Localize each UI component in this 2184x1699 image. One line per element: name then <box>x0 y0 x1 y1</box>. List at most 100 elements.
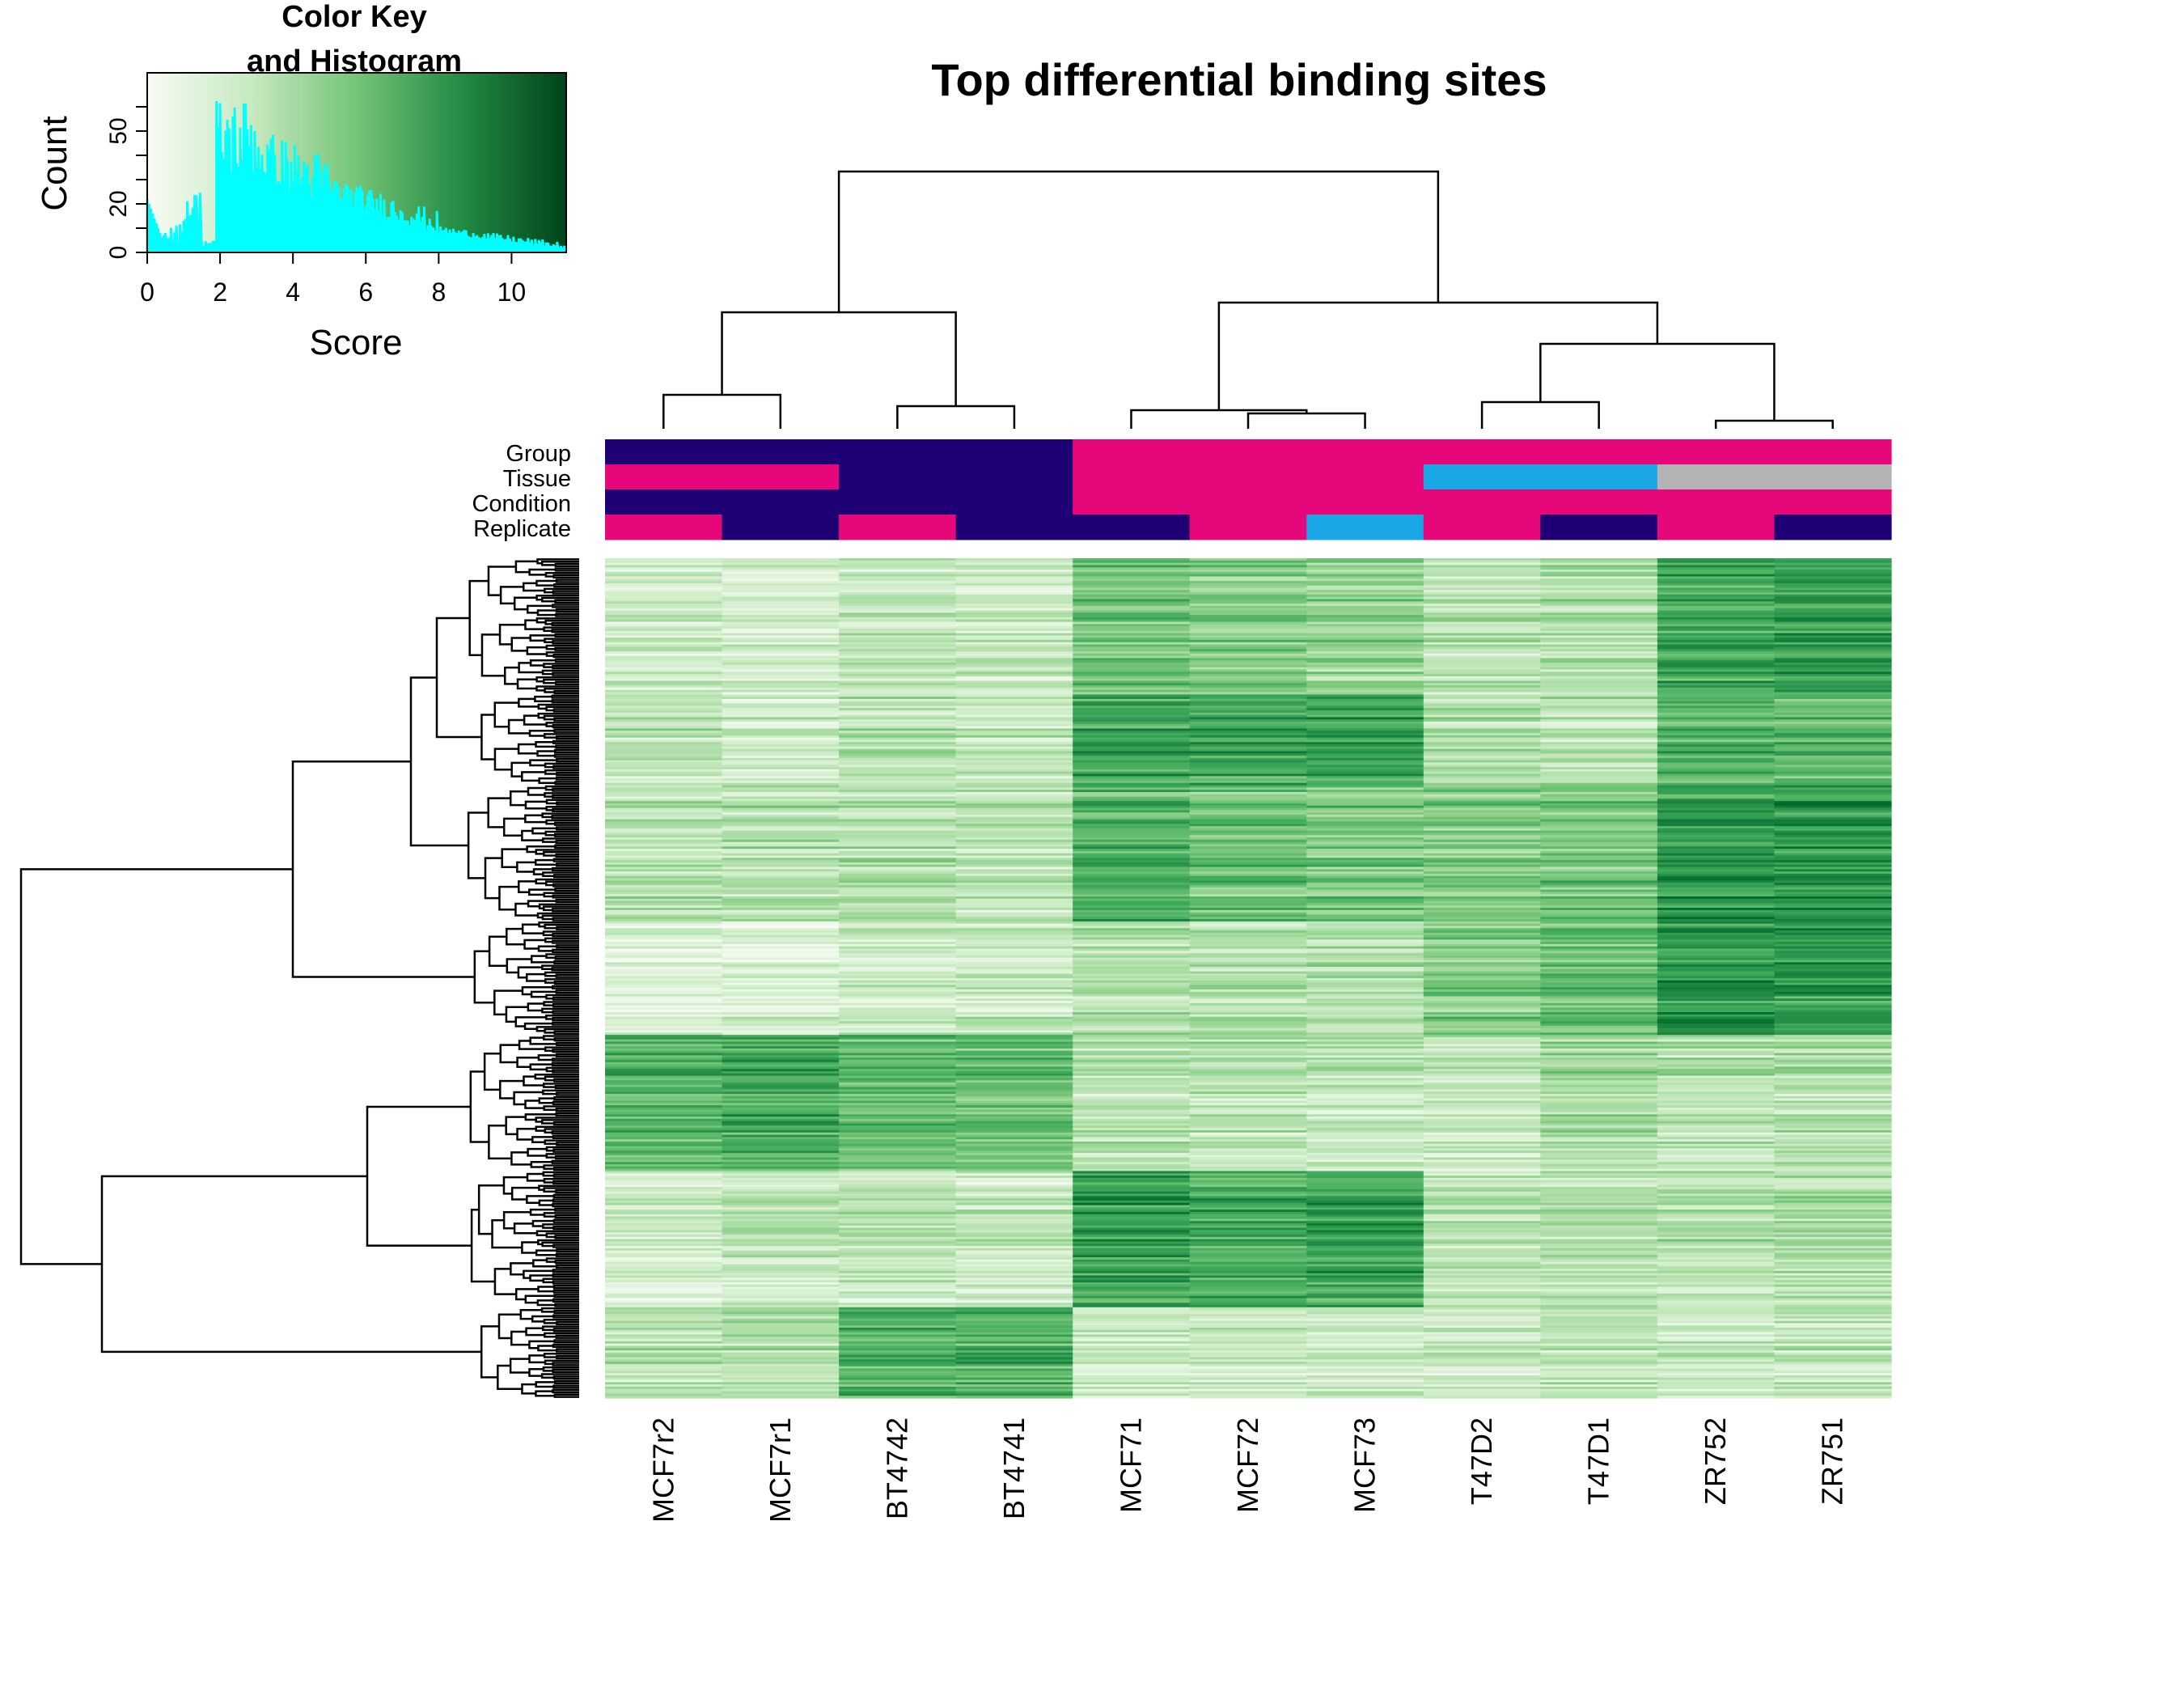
heatmap-cell <box>839 1332 957 1336</box>
heatmap-cell <box>1306 1255 1424 1258</box>
heatmap-cell <box>1774 930 1892 934</box>
heatmap-cell <box>722 884 840 888</box>
heatmap-cell <box>1657 866 1776 870</box>
heatmap-cell <box>1073 717 1191 720</box>
heatmap-cell <box>1774 1125 1892 1129</box>
heatmap-cell <box>1073 1084 1191 1088</box>
heatmap-cell <box>1189 1352 1307 1356</box>
heatmap-cell <box>1540 875 1658 879</box>
heatmap-cell <box>1657 1207 1776 1210</box>
heatmap-cell <box>839 1083 957 1086</box>
heatmap-cell <box>1657 771 1776 775</box>
heatmap-cell <box>1189 562 1307 566</box>
heatmap-cell <box>1306 1334 1424 1337</box>
heatmap-cell <box>839 989 957 993</box>
heatmap-cell <box>1657 616 1776 621</box>
heatmap-cell <box>1073 560 1191 564</box>
heatmap-cell <box>1189 1266 1307 1269</box>
heatmap-cell <box>1189 1187 1307 1190</box>
heatmap-cell <box>1657 683 1776 686</box>
heatmap-cell <box>1540 705 1658 709</box>
heatmap-cell <box>1306 615 1424 618</box>
heatmap-cell <box>722 978 840 981</box>
annotation-cell-tissue <box>839 464 957 490</box>
heatmap-cell <box>1540 624 1658 627</box>
heatmap-cell <box>1540 678 1658 682</box>
heatmap-cell <box>1657 596 1776 600</box>
heatmap-cell <box>839 928 957 931</box>
heatmap-cell <box>722 930 840 934</box>
heatmap-cell <box>605 819 723 823</box>
annotation-cell-group <box>955 439 1073 465</box>
heatmap-cell <box>1189 1064 1307 1068</box>
heatmap-cell <box>1306 1064 1424 1068</box>
heatmap-cell <box>1073 1021 1191 1024</box>
heatmap-cell <box>1540 951 1658 954</box>
heatmap-cell <box>839 780 957 784</box>
heatmap-cell <box>1189 934 1307 938</box>
heatmap-cell <box>1189 737 1307 741</box>
heatmap-cell <box>955 1128 1073 1131</box>
heatmap-cell <box>1306 932 1424 936</box>
heatmap-cell <box>1423 756 1541 759</box>
heatmap-cell <box>839 866 957 870</box>
heatmap-cell <box>1423 982 1541 986</box>
heatmap-cell <box>1306 826 1424 829</box>
heatmap-cell <box>1657 1309 1776 1312</box>
heatmap-cell <box>1189 1168 1307 1172</box>
heatmap-cell <box>955 1363 1073 1367</box>
heatmap-cell <box>605 560 723 564</box>
heatmap-cell <box>955 669 1073 672</box>
heatmap-cell <box>839 864 957 868</box>
heatmap-cell <box>955 1210 1073 1213</box>
heatmap-cell <box>722 1261 840 1265</box>
heatmap-cell <box>955 1311 1073 1315</box>
heatmap-cell <box>1306 701 1424 705</box>
heatmap-cell <box>1423 748 1541 752</box>
heatmap-cell <box>1306 917 1424 920</box>
heatmap-cell <box>1073 998 1191 1002</box>
heatmap-cell <box>1073 1248 1191 1252</box>
heatmap-cell <box>722 1143 840 1147</box>
heatmap-cell <box>1774 616 1892 621</box>
heatmap-cell <box>1189 1298 1307 1301</box>
heatmap-cell <box>1657 697 1776 700</box>
heatmap-cell <box>955 894 1073 897</box>
heatmap-cell <box>1073 1255 1191 1258</box>
heatmap-cell <box>1540 676 1658 680</box>
heatmap-cell <box>1540 596 1658 600</box>
heatmap-cell <box>1189 1139 1307 1142</box>
heatmap-cell <box>1774 955 1892 959</box>
heatmap-cell <box>722 660 840 663</box>
heatmap-cell <box>1423 628 1541 632</box>
heatmap-cell <box>605 1222 723 1227</box>
annotation-cell-replicate <box>1657 515 1776 540</box>
heatmap-cell <box>1657 1168 1776 1172</box>
heatmap-cell <box>1189 1277 1307 1281</box>
heatmap-cell <box>722 728 840 731</box>
heatmap-cell <box>1306 914 1424 917</box>
heatmap-cell <box>1073 1083 1191 1086</box>
heatmap-cell <box>955 687 1073 691</box>
heatmap-cell <box>1423 698 1541 702</box>
heatmap-cell <box>1423 660 1541 663</box>
heatmap-cell <box>1423 1116 1541 1120</box>
heatmap-cell <box>1774 604 1892 607</box>
heatmap-cell <box>1189 756 1307 759</box>
heatmap-cell <box>1189 776 1307 779</box>
heatmap-cell <box>955 1337 1073 1340</box>
heatmap-cell <box>1073 649 1191 652</box>
heatmap-cell <box>1774 1155 1892 1159</box>
heatmap-cell <box>722 1001 840 1004</box>
heatmap-cell <box>722 830 840 834</box>
heatmap-cell <box>605 1094 723 1097</box>
heatmap-cell <box>1073 1345 1191 1349</box>
heatmap-cell <box>1657 946 1776 950</box>
heatmap-cell <box>605 1148 723 1151</box>
annotation-cell-replicate <box>1306 515 1424 540</box>
heatmap-cell <box>1423 1134 1541 1138</box>
heatmap-cell <box>1423 976 1541 979</box>
heatmap-cell <box>1306 953 1424 956</box>
heatmap-cell <box>1540 1036 1658 1040</box>
heatmap-cell <box>722 1248 840 1252</box>
